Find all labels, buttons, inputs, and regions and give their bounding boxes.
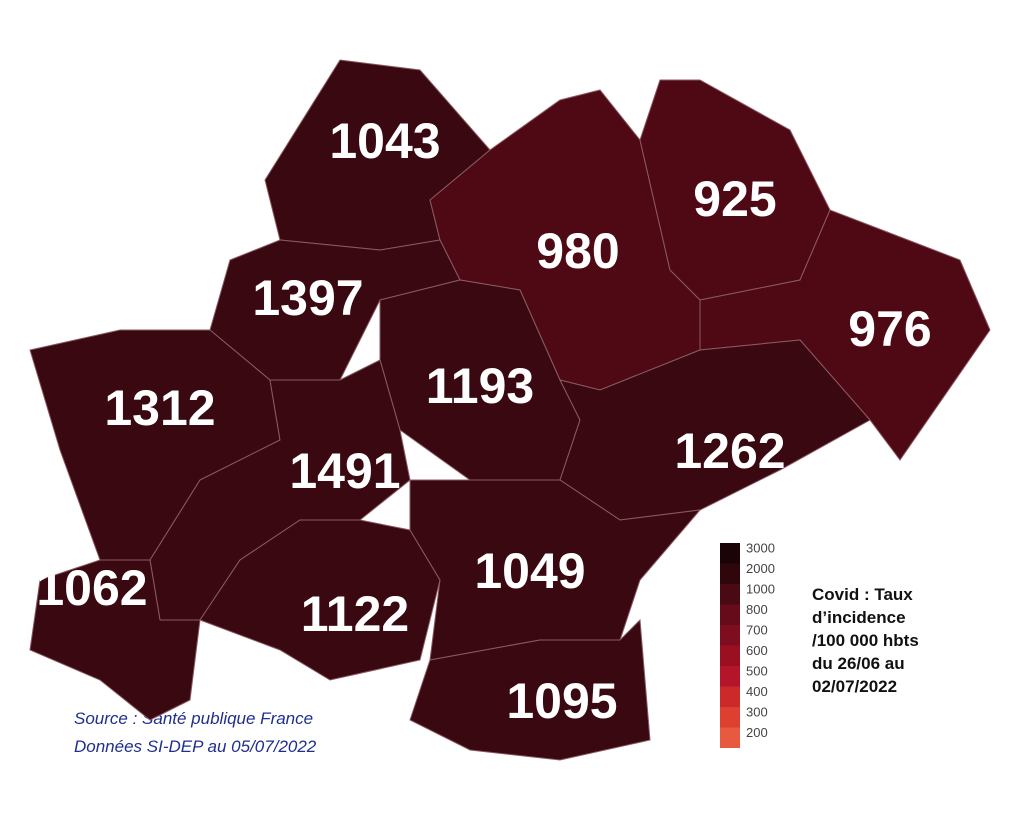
region-value: 1049 (474, 543, 585, 599)
region (409, 618, 651, 761)
region-value: 976 (848, 301, 931, 357)
legend-label: 3000 (746, 540, 775, 555)
legend-swatch (720, 625, 740, 646)
source: Données SI-DEP au 05/07/2022 (74, 737, 317, 756)
legend-swatch (720, 543, 740, 564)
region-value: 980 (536, 223, 619, 279)
legend-label: 300 (746, 704, 768, 719)
legend-swatch (720, 563, 740, 584)
legend-swatch (720, 584, 740, 605)
region (409, 479, 702, 661)
legend-swatch (720, 666, 740, 687)
legend-swatch (720, 604, 740, 625)
legend-caption: Covid : Taux (812, 585, 913, 604)
legend-label: 2000 (746, 561, 775, 576)
region-value: 1397 (252, 270, 363, 326)
region (209, 239, 461, 381)
legend-label: 1000 (746, 581, 775, 596)
legend-caption: d’incidence (812, 608, 906, 627)
region-value: 1095 (506, 673, 617, 729)
legend-label: 500 (746, 663, 768, 678)
legend-label: 600 (746, 643, 768, 658)
legend-swatch (720, 727, 740, 748)
region-value: 1491 (289, 443, 400, 499)
region-value: 1122 (301, 586, 409, 642)
legend-label: 800 (746, 602, 768, 617)
legend-caption: /100 000 hbts (812, 631, 919, 650)
legend-swatch (720, 645, 740, 666)
region-value: 925 (693, 171, 776, 227)
region (699, 209, 991, 461)
region (29, 559, 201, 721)
legend-swatch (720, 707, 740, 728)
legend-label: 200 (746, 725, 768, 740)
region-value: 1062 (36, 560, 147, 616)
region-value: 1043 (329, 113, 440, 169)
legend-label: 400 (746, 684, 768, 699)
legend-swatch (720, 686, 740, 707)
legend-caption: du 26/06 au (812, 654, 905, 673)
source: Source : Santé publique France (74, 709, 313, 728)
region (559, 339, 871, 521)
legend-label: 700 (746, 622, 768, 637)
region-value: 1312 (104, 380, 215, 436)
legend-caption: 02/07/2022 (812, 677, 897, 696)
region-value: 1262 (674, 423, 785, 479)
region-value: 1193 (426, 358, 534, 414)
